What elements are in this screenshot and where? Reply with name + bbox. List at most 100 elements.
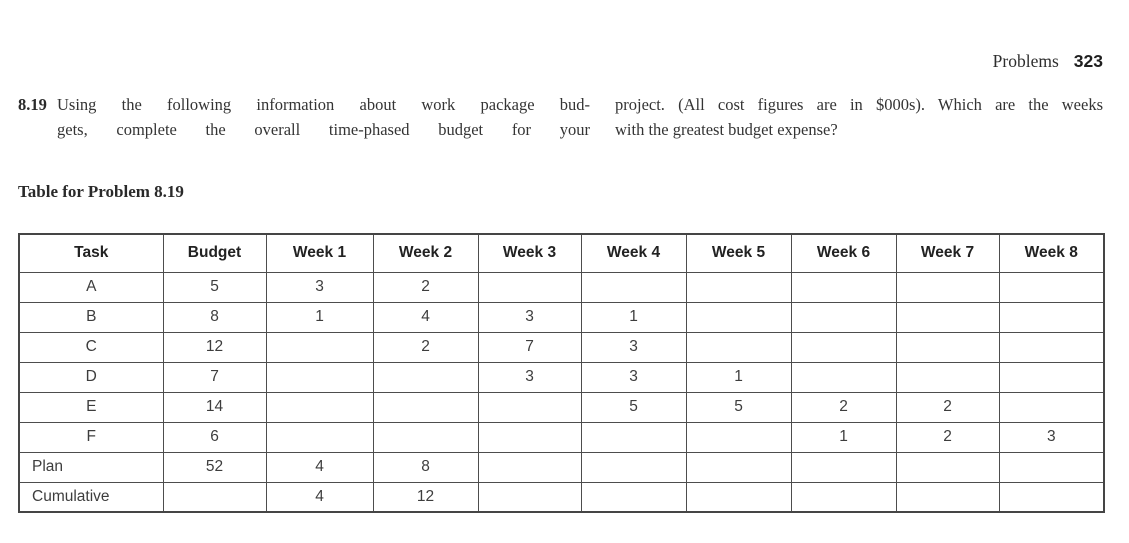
problem-text-line: gets, complete the overall time-phased b… (57, 120, 590, 139)
task-label-cell: E (18, 391, 164, 423)
budget-value-cell: 12 (162, 331, 267, 363)
week-value-cell (998, 361, 1105, 393)
column-header-week-4: Week 4 (580, 233, 687, 273)
week-value-cell (998, 451, 1105, 483)
week-value-cell: 3 (477, 361, 582, 393)
problem-number: 8.19 (18, 95, 47, 114)
week-value-cell (998, 331, 1105, 363)
column-header-week-1: Week 1 (265, 233, 374, 273)
table-row-c: C 12 2 7 3 (18, 331, 1105, 363)
week-value-cell (477, 391, 582, 423)
week-value-cell (685, 421, 792, 453)
week-value-cell: 2 (895, 391, 1000, 423)
week-value-cell (685, 301, 792, 333)
week-value-cell (580, 481, 687, 513)
table-row-e: E 14 5 5 2 2 (18, 391, 1105, 423)
week-value-cell (685, 331, 792, 363)
task-label-cell: Plan (18, 451, 164, 483)
week-value-cell (477, 421, 582, 453)
column-header-task: Task (18, 233, 164, 273)
week-value-cell (998, 481, 1105, 513)
table-row-cumulative: Cumulative 4 12 (18, 481, 1105, 513)
week-value-cell: 1 (685, 361, 792, 393)
table-row-plan: Plan 52 4 8 (18, 451, 1105, 483)
week-value-cell (895, 271, 1000, 303)
week-value-cell: 3 (265, 271, 374, 303)
week-value-cell: 4 (372, 301, 479, 333)
week-value-cell (372, 391, 479, 423)
week-value-cell (265, 361, 374, 393)
week-value-cell: 2 (372, 271, 479, 303)
week-value-cell: 5 (685, 391, 792, 423)
week-value-cell (895, 451, 1000, 483)
task-label-cell: C (18, 331, 164, 363)
week-value-cell: 2 (372, 331, 479, 363)
week-value-cell (477, 451, 582, 483)
week-value-cell: 1 (580, 301, 687, 333)
week-value-cell: 3 (580, 361, 687, 393)
budget-value-cell: 8 (162, 301, 267, 333)
week-value-cell (580, 421, 687, 453)
task-label-cell: D (18, 361, 164, 393)
column-header-week-2: Week 2 (372, 233, 479, 273)
week-value-cell: 8 (372, 451, 479, 483)
problem-text-line: Using the following information about wo… (57, 95, 590, 114)
table-header-row: Task Budget Week 1 Week 2 Week 3 Week 4 Week 5… (18, 233, 1105, 273)
week-value-cell (685, 451, 792, 483)
budget-value-cell: 7 (162, 361, 267, 393)
running-head: Problems 323 (993, 51, 1103, 72)
week-value-cell (998, 301, 1105, 333)
column-header-week-6: Week 6 (790, 233, 897, 273)
budget-table: Task Budget Week 1 Week 2 Week 3 Week 4 Week 5… (18, 233, 1105, 513)
week-value-cell (790, 451, 897, 483)
page-number: 323 (1073, 51, 1103, 71)
week-value-cell (790, 361, 897, 393)
problem-statement-right-column: project. (All cost figures are in $000s)… (615, 92, 1103, 142)
week-value-cell (685, 481, 792, 513)
week-value-cell (265, 331, 374, 363)
week-value-cell: 5 (580, 391, 687, 423)
task-label-cell: A (18, 271, 164, 303)
week-value-cell (265, 391, 374, 423)
week-value-cell: 4 (265, 481, 374, 513)
week-value-cell: 3 (998, 421, 1105, 453)
problem-text-line: with the greatest budget expense? (615, 120, 838, 139)
column-header-budget: Budget (162, 233, 267, 273)
budget-value-cell: 14 (162, 391, 267, 423)
budget-value-cell: 6 (162, 421, 267, 453)
column-header-week-5: Week 5 (685, 233, 792, 273)
week-value-cell (895, 481, 1000, 513)
week-value-cell (895, 301, 1000, 333)
week-value-cell: 3 (580, 331, 687, 363)
week-value-cell: 1 (790, 421, 897, 453)
week-value-cell: 4 (265, 451, 374, 483)
week-value-cell (580, 271, 687, 303)
problem-statement-left-column: 8.19 Using the following information abo… (18, 92, 590, 142)
table-caption: Table for Problem 8.19 (18, 182, 184, 201)
column-header-week-3: Week 3 (477, 233, 582, 273)
task-label-cell: F (18, 421, 164, 453)
budget-value-cell: 52 (162, 451, 267, 483)
week-value-cell (790, 331, 897, 363)
week-value-cell (895, 331, 1000, 363)
week-value-cell (790, 301, 897, 333)
problem-text-line: project. (All cost figures are in $000s)… (615, 95, 1103, 114)
week-value-cell (998, 271, 1105, 303)
column-header-week-8: Week 8 (998, 233, 1105, 273)
week-value-cell: 3 (477, 301, 582, 333)
week-value-cell: 2 (790, 391, 897, 423)
task-label-cell: B (18, 301, 164, 333)
week-value-cell (998, 391, 1105, 423)
week-value-cell (372, 361, 479, 393)
budget-value-cell (162, 481, 267, 513)
week-value-cell (790, 481, 897, 513)
column-header-week-7: Week 7 (895, 233, 1000, 273)
week-value-cell (790, 271, 897, 303)
week-value-cell (895, 361, 1000, 393)
week-value-cell: 1 (265, 301, 374, 333)
